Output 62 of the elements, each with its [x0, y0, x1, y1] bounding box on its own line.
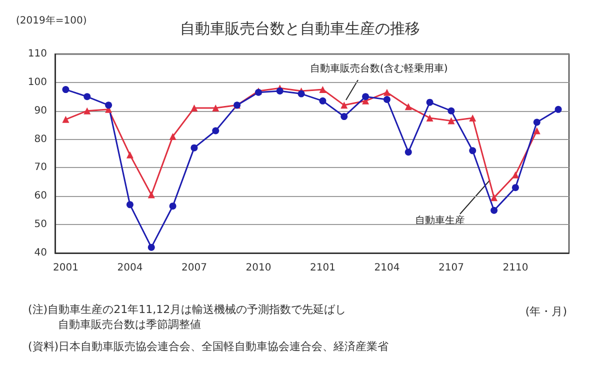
y-tick-label: 70 — [34, 162, 47, 174]
x-axis-title: (年・月) — [525, 305, 568, 318]
y-tick-label: 40 — [34, 248, 47, 258]
y-tick-label: 90 — [34, 105, 47, 116]
point — [404, 103, 412, 110]
x-tick-label: 2001 — [52, 262, 78, 274]
x-tick-label: 2004 — [117, 262, 143, 274]
y-tick-label: 110 — [28, 48, 47, 60]
point — [448, 117, 455, 124]
y-axis-title: (2019年=100) — [16, 14, 87, 26]
y-tick-label: 80 — [34, 134, 47, 145]
point — [212, 104, 220, 112]
point — [469, 147, 476, 154]
y-tick-label: 50 — [34, 219, 47, 230]
point — [62, 86, 70, 94]
y-tick-label: 100 — [28, 76, 47, 88]
y-tick-label: 60 — [34, 190, 47, 202]
point — [276, 87, 284, 94]
point — [212, 127, 220, 134]
text: (資料)日本自動車販売協会連合会、全国軽自動車協会連合会、経済産業省 — [28, 340, 389, 353]
point — [126, 201, 134, 208]
point — [404, 148, 412, 156]
point — [169, 132, 176, 140]
text: (注)自動車生産の21年11,12月は輸送機械の予測指数で先延ばし — [28, 303, 346, 316]
point — [512, 171, 519, 178]
point — [512, 184, 519, 192]
point — [148, 191, 155, 198]
point — [448, 107, 455, 114]
point — [190, 144, 198, 152]
point — [469, 114, 476, 122]
point — [426, 98, 434, 106]
point — [533, 127, 540, 134]
point — [426, 114, 434, 122]
x-tick-label: 2104 — [374, 262, 400, 274]
point — [84, 107, 91, 114]
point — [383, 96, 390, 103]
series-label: 自動車販売台数(含む軽乗用車) — [310, 62, 448, 74]
x-tick-label: 2107 — [438, 262, 464, 274]
point — [490, 206, 498, 214]
text: 自動車販売台数は季節調整値 — [58, 318, 201, 331]
point — [490, 194, 498, 202]
point — [298, 90, 305, 98]
x-tick-label: 2010 — [246, 262, 272, 274]
point — [554, 106, 562, 113]
point — [533, 118, 540, 126]
point — [148, 244, 155, 251]
point — [62, 116, 70, 123]
point — [126, 151, 134, 158]
point — [105, 102, 112, 109]
x-tick-label: 2110 — [502, 262, 528, 274]
point — [319, 86, 326, 94]
point — [362, 93, 370, 100]
chart-title: 自動車販売台数と自動車生産の推移 — [180, 20, 420, 38]
x-tick-label: 2007 — [181, 262, 207, 274]
x-tick-label: 2101 — [310, 262, 336, 274]
point — [169, 202, 176, 210]
point — [383, 88, 390, 96]
point — [190, 104, 198, 112]
point — [340, 102, 348, 109]
point — [84, 93, 91, 100]
point — [340, 113, 348, 120]
point — [319, 97, 326, 104]
